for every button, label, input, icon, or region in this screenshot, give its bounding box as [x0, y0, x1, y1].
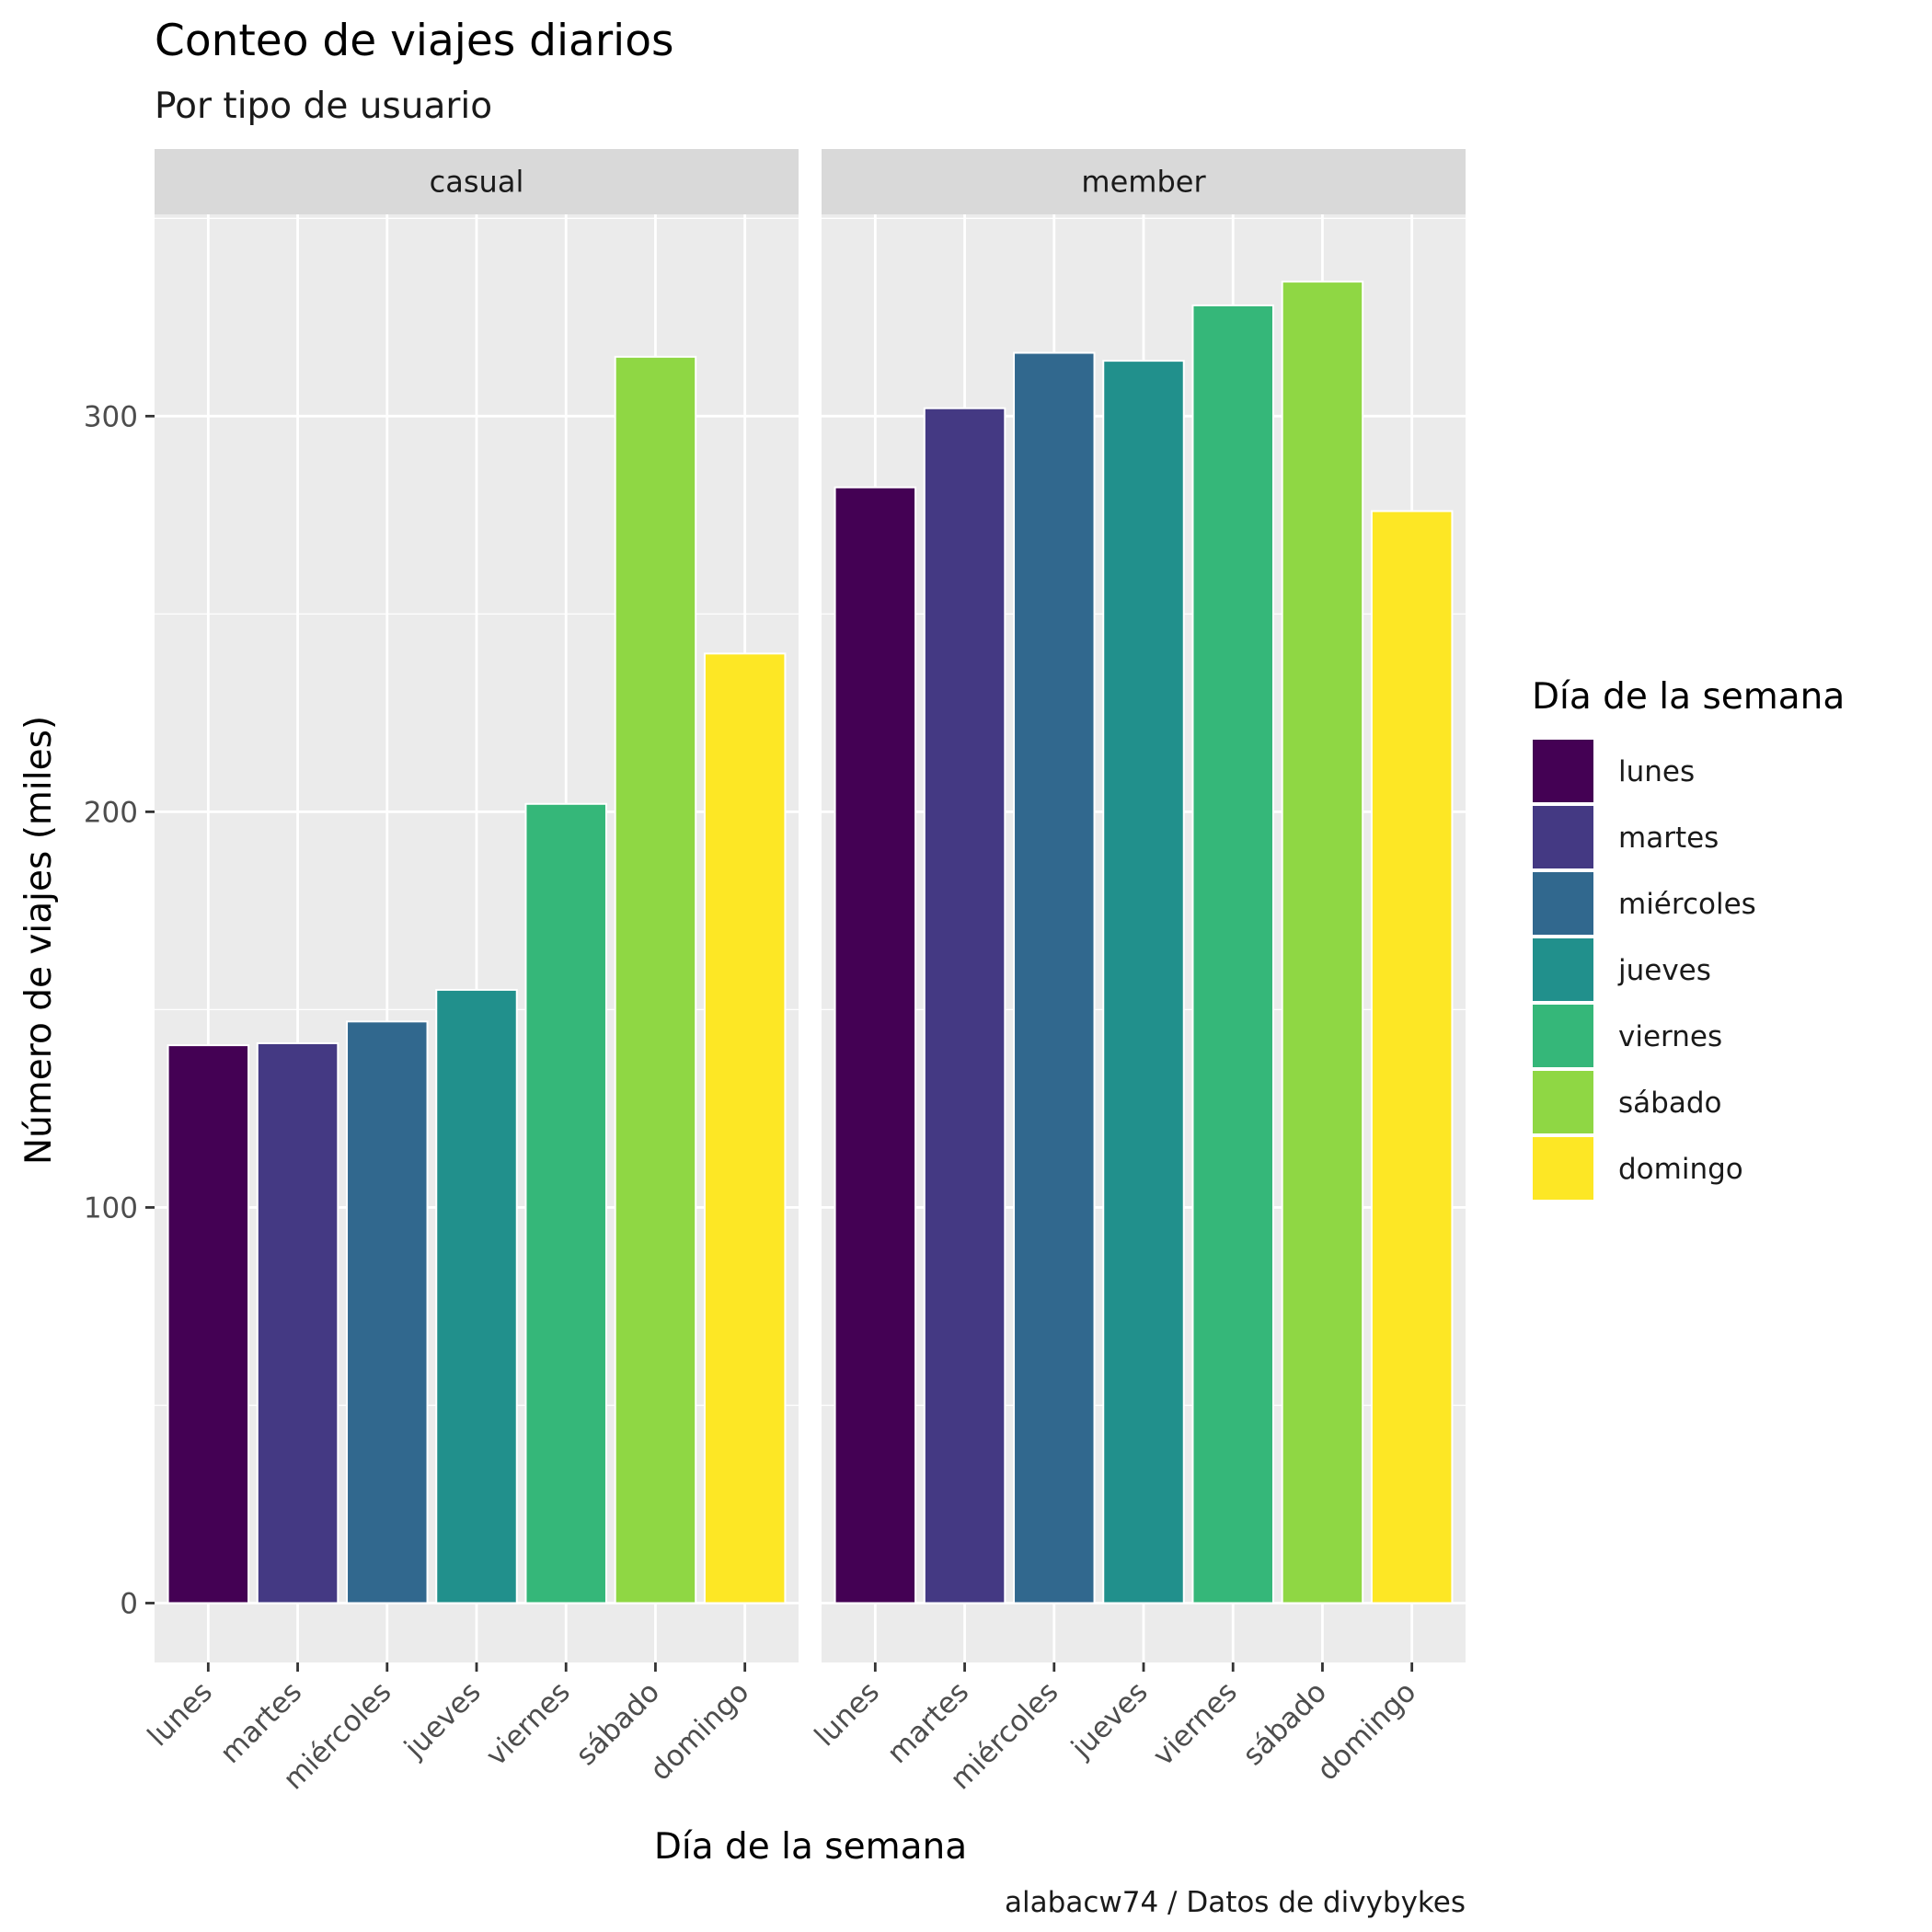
bar-casual-lunes — [167, 1044, 250, 1604]
x-tick-label: viernes — [1146, 1675, 1243, 1772]
legend-label: jueves — [1617, 954, 1711, 987]
bar-casual-domingo — [703, 652, 787, 1604]
x-axis-title: Día de la semana — [654, 1826, 967, 1868]
panel-strip-label: member — [1081, 165, 1206, 200]
y-tick-label: 100 — [84, 1191, 138, 1225]
legend-label: sábado — [1618, 1087, 1721, 1120]
legend: Día de la semana lunes martes miércoles jue… — [1531, 676, 1845, 1202]
legend-label: lunes — [1618, 755, 1695, 788]
panel-strip — [155, 149, 799, 214]
bar-casual-jueves — [435, 988, 518, 1604]
bar-member-miércoles — [1013, 351, 1096, 1604]
legend-label: viernes — [1618, 1020, 1722, 1053]
bar-casual-sábado — [614, 355, 697, 1604]
legend-label: miércoles — [1618, 888, 1756, 921]
bar-member-jueves — [1102, 360, 1185, 1604]
bar-member-lunes — [834, 486, 917, 1604]
x-tick-label: lunes — [142, 1675, 219, 1753]
legend-key-jueves — [1531, 937, 1595, 1003]
bar-casual-viernes — [524, 802, 607, 1604]
panel-strip — [822, 149, 1466, 214]
x-tick-label: viernes — [479, 1675, 576, 1772]
x-tick-label: domingo — [644, 1675, 755, 1787]
legend-key-domingo — [1531, 1135, 1595, 1202]
y-tick-label: 0 — [120, 1587, 138, 1620]
legend-label: domingo — [1618, 1153, 1743, 1186]
y-axis: 0 100 200 300 — [84, 400, 155, 1620]
legend-label: martes — [1618, 822, 1719, 855]
legend-title: Día de la semana — [1532, 676, 1845, 718]
legend-key-miércoles — [1531, 870, 1595, 937]
y-tick-label: 200 — [84, 796, 138, 829]
y-tick-label: 300 — [84, 400, 138, 433]
bar-casual-miércoles — [346, 1020, 429, 1604]
bar-casual-martes — [256, 1041, 339, 1604]
bar-member-domingo — [1370, 510, 1454, 1604]
legend-key-martes — [1531, 804, 1595, 870]
legend-key-viernes — [1531, 1003, 1595, 1069]
x-tick-label: lunes — [809, 1675, 886, 1753]
panel-strip-label: casual — [430, 165, 524, 200]
chart-title: Conteo de viajes diarios — [155, 16, 673, 66]
chart-caption: alabacw74 / Datos de divybykes — [1005, 1886, 1466, 1919]
legend-key-lunes — [1531, 738, 1595, 804]
x-tick-label: jueves — [1064, 1675, 1155, 1765]
x-tick-label: domingo — [1311, 1675, 1422, 1787]
bar-member-sábado — [1281, 281, 1364, 1604]
legend-key-sábado — [1531, 1069, 1595, 1135]
chart-subtitle: Por tipo de usuario — [155, 86, 492, 127]
y-axis-title: Número de viajes (miles) — [18, 716, 60, 1165]
bar-member-martes — [923, 407, 1006, 1604]
bar-member-viernes — [1191, 304, 1274, 1604]
x-tick-label: jueves — [397, 1675, 488, 1765]
